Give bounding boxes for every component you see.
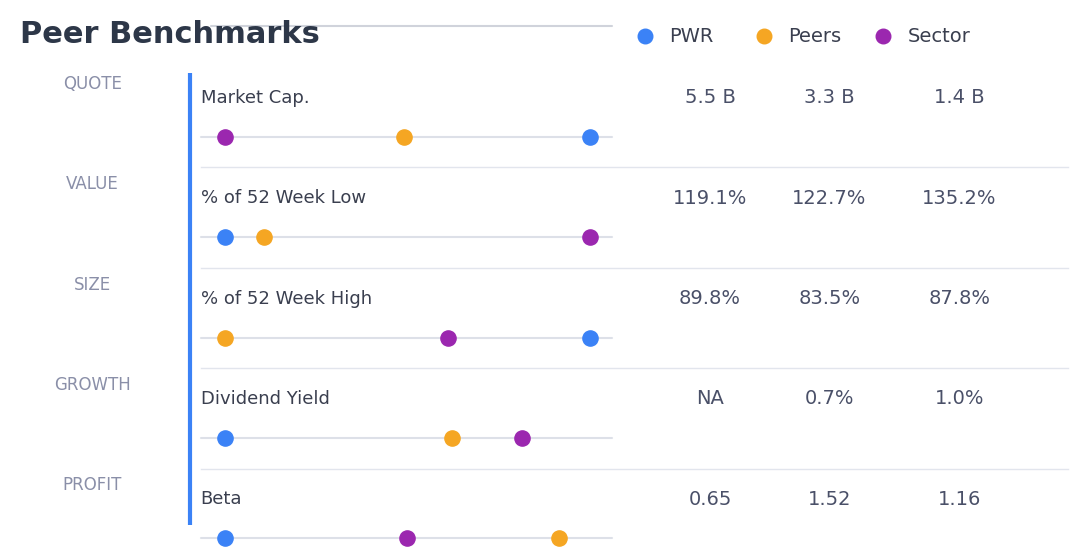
Text: 1.16: 1.16 [938,490,981,509]
Text: 87.8%: 87.8% [928,289,991,308]
Text: 1.52: 1.52 [808,490,851,509]
Point [581,132,598,141]
Text: NA: NA [696,389,724,408]
Point [513,434,530,442]
Point [756,32,773,41]
Point [581,233,598,242]
Text: 1.4 B: 1.4 B [934,88,984,107]
Point [443,434,461,442]
Text: GROWTH: GROWTH [54,376,130,394]
Text: Peer Benchmarks: Peer Benchmarks [20,20,320,49]
Text: 89.8%: 89.8% [679,289,741,308]
Text: PROFIT: PROFIT [63,477,121,494]
Text: 5.5 B: 5.5 B [685,88,735,107]
Point [217,132,234,141]
Text: Market Cap.: Market Cap. [201,89,309,107]
Text: QUOTE: QUOTE [63,75,121,93]
Text: 122.7%: 122.7% [792,189,866,208]
Text: VALUE: VALUE [66,175,118,193]
Text: 1.0%: 1.0% [934,389,984,408]
Point [396,132,413,141]
Text: 3.3 B: 3.3 B [804,88,854,107]
Point [636,32,654,41]
Text: PWR: PWR [669,27,713,46]
Point [439,333,456,342]
Point [875,32,892,41]
Point [256,233,273,242]
Point [217,333,234,342]
Point [581,333,598,342]
Text: Peers: Peers [788,27,841,46]
Text: Beta: Beta [201,490,242,508]
Text: 119.1%: 119.1% [673,189,747,208]
Text: 135.2%: 135.2% [922,189,996,208]
Point [217,434,234,442]
Point [551,534,568,543]
Point [217,534,234,543]
Text: 83.5%: 83.5% [798,289,861,308]
Point [398,534,415,543]
Text: 0.7%: 0.7% [804,389,854,408]
Text: Dividend Yield: Dividend Yield [201,390,330,408]
Text: % of 52 Week High: % of 52 Week High [201,290,372,307]
Text: % of 52 Week Low: % of 52 Week Low [201,189,365,207]
Text: 0.65: 0.65 [688,490,732,509]
Point [217,233,234,242]
Text: Sector: Sector [907,27,970,46]
Text: SIZE: SIZE [74,276,111,294]
